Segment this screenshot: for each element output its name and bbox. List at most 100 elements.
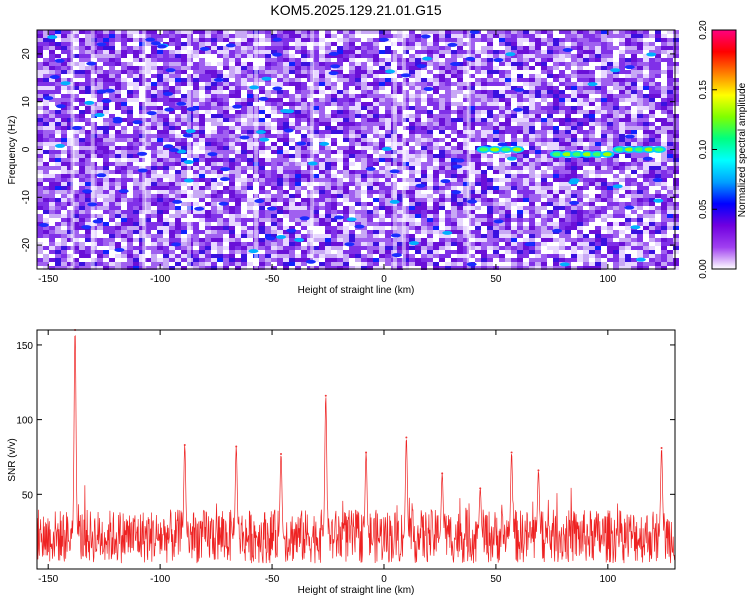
spectrogram-cell	[325, 170, 331, 174]
spectrogram-cell	[373, 30, 379, 34]
spectrogram-cell	[157, 122, 163, 126]
spectrogram-cell	[469, 186, 475, 190]
spectrogram-cell	[277, 190, 283, 194]
spectrogram-cell	[649, 38, 655, 42]
spectrogram-cell	[583, 74, 589, 78]
spectrogram-cell	[481, 122, 487, 126]
spectrogram-cell	[661, 170, 667, 174]
spectrogram-cell	[313, 190, 319, 194]
spectrogram-cell	[583, 66, 589, 70]
spectrogram-cell	[313, 66, 319, 70]
spectrogram-cell	[43, 34, 49, 38]
spectrogram-cell	[151, 34, 157, 38]
spectrogram-cell	[247, 106, 253, 110]
spectrogram-cell	[349, 194, 355, 198]
spectrogram-cell	[463, 134, 469, 138]
spectrogram-cell	[433, 150, 439, 154]
spectrogram-cell	[397, 70, 403, 74]
spectrogram-cell	[217, 82, 223, 86]
spectrogram-cell	[649, 46, 655, 50]
spectrogram-cell	[583, 86, 589, 90]
spectrogram-cell	[289, 158, 295, 162]
spectrogram-cell	[613, 82, 619, 86]
spectrogram-cell	[85, 58, 91, 62]
spectrogram-cell	[163, 94, 169, 98]
spectrogram-cell	[181, 90, 187, 94]
spectrogram-cell	[523, 34, 529, 38]
spectrogram-cell	[667, 126, 673, 130]
spectrogram-cell	[415, 82, 421, 86]
spectrogram-cell	[577, 134, 583, 138]
spectrogram-cell	[655, 134, 661, 138]
spectrogram-cell	[73, 186, 79, 190]
spectrogram-cell	[523, 30, 529, 34]
spectrogram-cell	[265, 202, 271, 206]
spectrogram-cell	[643, 74, 649, 78]
spectrogram-cell	[67, 106, 73, 110]
spectrogram-cell	[433, 94, 439, 98]
spectrogram-cell	[589, 66, 595, 70]
spectrogram-cell	[667, 102, 673, 106]
spectrogram-cell	[85, 86, 91, 90]
spectrogram-cell	[109, 194, 115, 198]
spectrogram-cell	[163, 122, 169, 126]
spectrogram-cell	[661, 74, 667, 78]
spectrogram-cell	[139, 122, 145, 126]
spectrogram-cell	[481, 74, 487, 78]
spectrogram-cell	[265, 118, 271, 122]
spectrogram-cell	[445, 134, 451, 138]
spectrogram-cell	[637, 134, 643, 138]
spectrogram-cell	[481, 94, 487, 98]
spectrogram-cell	[73, 42, 79, 46]
spectrogram-cell	[529, 186, 535, 190]
spectrogram-cell	[343, 70, 349, 74]
spectrogram-cell	[247, 78, 253, 82]
spectrogram-cell	[109, 98, 115, 102]
spectrogram-cell	[433, 50, 439, 54]
spectrogram-cell	[109, 158, 115, 162]
spectrogram-cell	[85, 78, 91, 82]
spectrogram-cell	[181, 214, 187, 218]
spectrogram-cell	[175, 162, 181, 166]
spectrogram-cell	[463, 42, 469, 46]
spectrogram-cell	[607, 210, 613, 214]
spectrogram-cell	[55, 182, 61, 186]
spectrogram-cell	[565, 114, 571, 118]
spectrogram-cell	[157, 66, 163, 70]
spectrogram-cell	[535, 138, 541, 142]
spectrogram-cell	[517, 46, 523, 50]
spectrogram-cell	[319, 206, 325, 210]
spectrogram-cell	[499, 54, 505, 58]
spectrogram-cell	[673, 138, 679, 142]
spectrogram-cell	[301, 46, 307, 50]
spectrogram-cell	[157, 78, 163, 82]
spectrogram-cell	[529, 190, 535, 194]
spectrogram-cell	[559, 210, 565, 214]
spectrogram-cell	[481, 34, 487, 38]
spectrogram-cell	[97, 78, 103, 82]
spectrogram-cell	[625, 122, 631, 126]
spectrogram-cell	[619, 98, 625, 102]
spectrogram-cell	[301, 106, 307, 110]
spectrogram-cell	[397, 198, 403, 202]
spectrogram-cell	[367, 142, 373, 146]
spectrogram-cell	[529, 54, 535, 58]
spectrogram-cell	[79, 142, 85, 146]
spectrogram-cell	[229, 126, 235, 130]
spectrogram-cell	[325, 130, 331, 134]
spectrogram-cell	[523, 198, 529, 202]
spectrogram-cell	[667, 206, 673, 210]
spectrogram-cell	[553, 86, 559, 90]
spectrogram-cell	[421, 206, 427, 210]
spectrogram-cell	[337, 154, 343, 158]
spectrogram-cell	[235, 42, 241, 46]
spectrogram-cell	[481, 162, 487, 166]
spectrogram-cell	[67, 114, 73, 118]
spectrogram-cell	[133, 150, 139, 154]
spectrogram-cell	[469, 178, 475, 182]
spectrogram-cell	[103, 118, 109, 122]
spectrogram-cell	[265, 62, 271, 66]
spectrogram-cell	[295, 126, 301, 130]
spectrogram-cell	[385, 178, 391, 182]
spectrogram-cell	[367, 210, 373, 214]
